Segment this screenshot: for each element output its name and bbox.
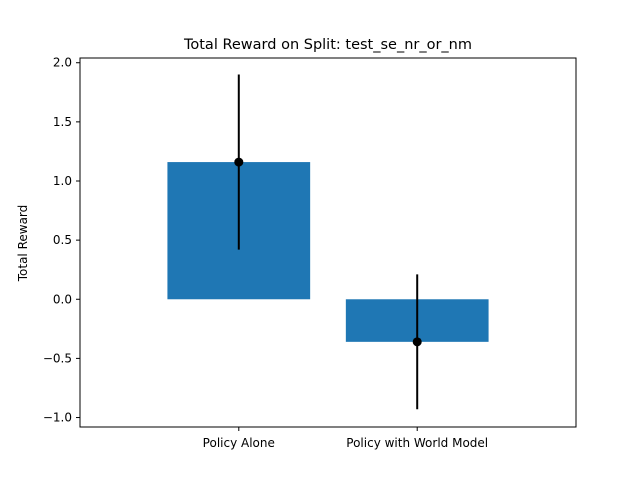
chart-title: Total Reward on Split: test_se_nr_or_nm: [183, 37, 472, 53]
y-tick-label-5: 1.5: [53, 115, 72, 129]
y-tick-label-2: 0.0: [53, 292, 72, 306]
error-bars-group: [234, 74, 422, 410]
bars-group: [167, 162, 489, 342]
plot-frame: [79, 57, 577, 428]
y-axis-label: Total Reward: [16, 205, 30, 283]
mean-point-1: [412, 337, 422, 347]
y-tick-label-1: −0.5: [43, 351, 72, 365]
y-tick-label-6: 2.0: [53, 56, 72, 70]
x-tick-label-1: Policy with World Model: [346, 436, 488, 450]
y-tick-label-0: −1.0: [43, 411, 72, 425]
x-axis: Policy Alone Policy with World Model: [203, 427, 488, 450]
x-tick-label-0: Policy Alone: [203, 436, 275, 450]
y-tick-label-4: 1.0: [53, 174, 72, 188]
y-tick-label-3: 0.5: [53, 233, 72, 247]
y-axis: −1.0 −0.5 0.0 0.5 1.0 1.5 2.0: [43, 56, 80, 425]
mean-point-0: [234, 157, 244, 167]
